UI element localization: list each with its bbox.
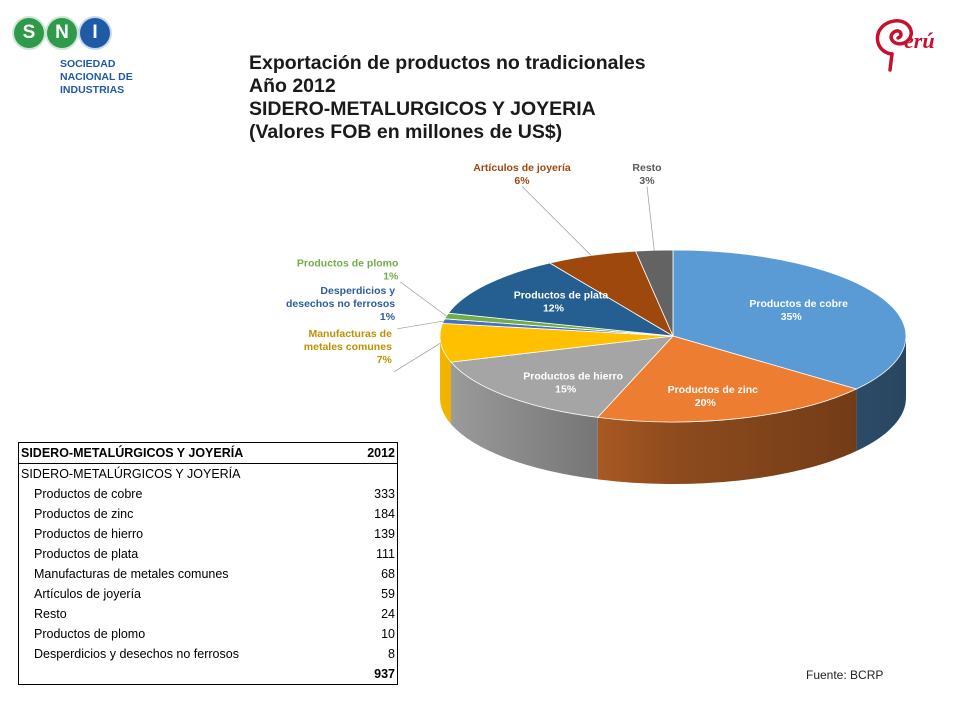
- table-row: Productos de cobre 333: [19, 484, 398, 504]
- table-row-label: Productos de plomo: [34, 627, 146, 641]
- pie-percent-label: 35%: [781, 311, 803, 323]
- table-row-label: Productos de cobre: [34, 487, 143, 501]
- source-note: Fuente: BCRP: [806, 668, 884, 682]
- table-row: Productos de plomo 10: [19, 624, 398, 644]
- pie-slice: [447, 262, 674, 337]
- pie-label: Productos de cobre: [749, 298, 848, 310]
- pie-percent-label: 12%: [543, 303, 565, 315]
- table-row: Resto 24: [19, 604, 398, 624]
- pie-percent-label: 15%: [555, 384, 577, 396]
- pie-slice: [635, 249, 674, 337]
- pie-slice: [596, 335, 858, 423]
- table-row-value: 68: [381, 567, 395, 581]
- pie-label: Productos de zinc: [668, 384, 759, 396]
- table-row-value: 139: [374, 527, 395, 541]
- title-line-1: Exportación de productos no tradicionale…: [249, 52, 646, 74]
- table-header-label: SIDERO-METALÚRGICOS Y JOYERÍA: [18, 442, 351, 464]
- pie-label: Resto: [632, 162, 661, 174]
- leader-line: [646, 186, 655, 251]
- table-row-value: 24: [381, 607, 395, 621]
- pie-label: Productos de plomo: [297, 257, 399, 269]
- title-line-4: (Valores FOB en millones de US$): [249, 121, 563, 143]
- sni-letter-n: N: [47, 18, 77, 48]
- table-row-label: Resto: [34, 607, 67, 621]
- leader-line: [400, 281, 447, 317]
- sni-letter-i: I: [80, 18, 110, 48]
- pie-percent-label: 7%: [377, 354, 393, 366]
- pie-label: Manufacturas de: [308, 328, 392, 340]
- sni-name-line1: SOCIEDAD: [60, 58, 116, 70]
- table-total-value: 937: [374, 667, 395, 681]
- peru-logo: erú: [870, 14, 950, 79]
- table-row-label: Artículos de joyería: [34, 587, 141, 601]
- pie-slice-side: [856, 336, 906, 452]
- title-line-2: Año 2012: [249, 75, 336, 97]
- table-row-label: Productos de zinc: [34, 507, 134, 521]
- table-row-label: Manufacturas de metales comunes: [34, 567, 229, 581]
- table-row: Productos de zinc 184: [19, 504, 398, 524]
- data-table: SIDERO-METALÚRGICOS Y JOYERÍA 2012 SIDER…: [18, 442, 398, 685]
- table-group-label: SIDERO-METALÚRGICOS Y JOYERÍA: [21, 467, 241, 481]
- sni-name: SOCIEDAD NACIONAL DE INDUSTRIAS: [60, 58, 144, 97]
- pie-percent-label: 6%: [514, 175, 530, 187]
- table-group-row: SIDERO-METALÚRGICOS Y JOYERÍA: [19, 464, 398, 485]
- table-row: Productos de plata 111: [19, 544, 398, 564]
- title-line-3: SIDERO-METALURGICOS Y JOYERIA: [249, 98, 596, 120]
- peru-spiral-icon: [875, 19, 913, 72]
- leader-line: [521, 186, 592, 256]
- pie-percent-label: 3%: [639, 175, 655, 187]
- pie-label: Productos de hierro: [523, 371, 623, 383]
- pie-label: metales comunes: [304, 341, 392, 353]
- sni-badges: S N I: [14, 18, 144, 48]
- table-group-value: [350, 464, 397, 485]
- pie-percent-label: 1%: [380, 311, 396, 323]
- table-row-label: Productos de plata: [34, 547, 139, 561]
- table-row: Manufacturas de metales comunes 68: [19, 564, 398, 584]
- table-row: Desperdicios y desechos no ferrosos 8: [19, 644, 398, 664]
- pie-label: Desperdicios y: [320, 285, 395, 297]
- table-header-year: 2012: [350, 442, 398, 464]
- table-total-label: [19, 664, 351, 685]
- pie-label: Artículos de joyería: [473, 162, 571, 174]
- table-row-label: Desperdicios y desechos no ferrosos: [34, 647, 239, 661]
- table-total-row: 937: [19, 664, 398, 685]
- table-row-value: 10: [381, 627, 395, 641]
- pie-slice-side: [440, 336, 452, 425]
- pie-slice: [672, 249, 907, 390]
- chart-title: Exportación de productos no tradicionale…: [249, 52, 646, 144]
- pie-percent-label: 20%: [695, 397, 717, 409]
- table-row-value: 184: [374, 507, 395, 521]
- table-row-label: Productos de hierro: [34, 527, 144, 541]
- table-row: Artículos de joyería 59: [19, 584, 398, 604]
- pie-label: desechos no ferrosos: [286, 298, 395, 310]
- peru-word: erú: [904, 28, 935, 53]
- leader-line: [393, 342, 441, 373]
- pie-slice: [450, 335, 675, 418]
- pie-label: Productos de plata: [514, 290, 609, 302]
- table-row: Productos de hierro 139: [19, 524, 398, 544]
- pie-percent-label: 1%: [383, 270, 399, 282]
- pie-slice-side: [597, 389, 857, 484]
- table-row-value: 8: [388, 647, 395, 661]
- sni-logo: S N I SOCIEDAD NACIONAL DE INDUSTRIAS: [14, 18, 144, 108]
- sni-name-line2: NACIONAL DE: [60, 71, 133, 83]
- sni-letter-s: S: [14, 18, 44, 48]
- leader-line: [397, 320, 444, 330]
- pie-slice-side: [451, 362, 598, 480]
- table-row-value: 111: [375, 547, 395, 561]
- table-header-row: SIDERO-METALÚRGICOS Y JOYERÍA 2012: [18, 442, 398, 464]
- sni-name-line3: INDUSTRIAS: [60, 84, 125, 96]
- table-row-value: 59: [381, 587, 395, 601]
- table-row-value: 333: [374, 487, 395, 501]
